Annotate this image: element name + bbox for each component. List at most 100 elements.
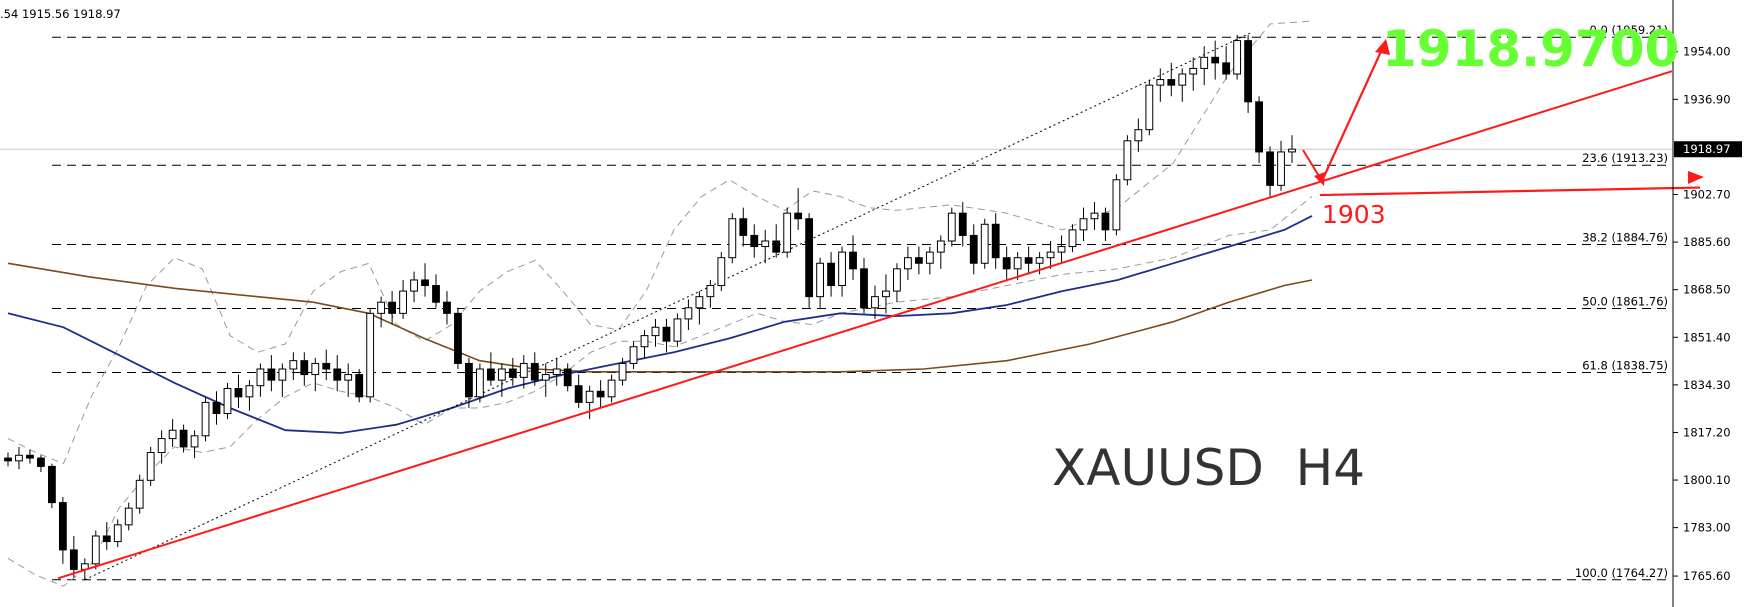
candle-body (629, 346, 638, 364)
candle-body (212, 401, 221, 415)
candle-body (980, 223, 989, 264)
candle (1112, 174, 1121, 236)
candle-body (728, 218, 737, 259)
candle (355, 369, 364, 403)
candle-body (124, 507, 133, 526)
candle-body (969, 234, 978, 264)
ma-brown-line (7, 262, 1313, 373)
candle-body (201, 401, 210, 437)
candle (289, 352, 298, 381)
candle (15, 446, 23, 470)
fib-level-label: 0.0 (1959.21) (1590, 23, 1668, 37)
candle (410, 271, 418, 303)
candle (936, 235, 945, 269)
candle (4, 452, 12, 467)
target-price-label: 1918.9700 (1382, 20, 1679, 78)
candle-body (300, 360, 309, 376)
candle-body (4, 457, 12, 462)
candle (914, 246, 923, 275)
candle-body (443, 301, 451, 314)
candle (618, 357, 627, 386)
candle-body (1112, 179, 1121, 231)
candle-body (640, 335, 649, 348)
candle (256, 363, 265, 397)
candle (1233, 35, 1242, 80)
moving-averages (7, 215, 1313, 434)
candle-body (432, 285, 440, 303)
arrow-head (1688, 171, 1704, 184)
candle-body (1233, 40, 1242, 75)
candle-body (1244, 40, 1253, 103)
candlesticks (4, 35, 1296, 581)
candle (728, 213, 737, 264)
candle-body (234, 387, 243, 398)
price-tick-label: 1885.60 (1683, 235, 1731, 249)
candle (432, 274, 440, 308)
candle-body (805, 218, 814, 298)
candle (827, 252, 835, 297)
candle-body (882, 290, 890, 298)
candle (168, 419, 177, 447)
candle-body (69, 549, 78, 570)
candle-body (1156, 79, 1165, 86)
candle-body (1288, 148, 1296, 153)
candle (925, 246, 934, 275)
candle-body (508, 368, 517, 378)
candle-body (1200, 56, 1209, 69)
candle-body (168, 429, 177, 440)
candle-body (1046, 251, 1055, 259)
candle (519, 355, 528, 389)
candle (860, 257, 868, 314)
candle (102, 522, 111, 550)
candle (662, 318, 671, 353)
candle (465, 357, 473, 408)
candle (1134, 118, 1143, 152)
candle (1178, 68, 1187, 102)
candle-body (465, 362, 473, 398)
candle-body (1024, 257, 1033, 264)
candle-body (278, 368, 287, 381)
candle-body (1013, 257, 1022, 270)
candle (794, 188, 803, 230)
candle (1090, 202, 1099, 230)
candle-body (1277, 151, 1285, 186)
candle-body (530, 362, 539, 381)
candle (1277, 140, 1285, 191)
candle (849, 235, 857, 280)
candle-body (1222, 62, 1231, 75)
candle (157, 430, 166, 464)
candle (596, 380, 605, 408)
candle (333, 355, 342, 392)
candle (267, 355, 276, 392)
candle (366, 307, 375, 403)
candle-body (377, 301, 386, 314)
candle (179, 424, 188, 453)
price-tick-label: 1936.90 (1683, 92, 1731, 106)
candle-body (914, 257, 923, 264)
candle-body (541, 374, 550, 381)
candle (212, 391, 221, 425)
candle-body (1134, 129, 1143, 142)
candle-body (1266, 151, 1274, 186)
candle-body (794, 212, 803, 220)
arrow-head (1314, 172, 1325, 186)
candle (497, 363, 506, 397)
candle-body (684, 307, 693, 320)
candle (1057, 235, 1066, 264)
candle (322, 349, 331, 381)
candle-body (1145, 84, 1154, 131)
candle (1255, 96, 1263, 164)
candle-body (695, 296, 704, 309)
candle-body (849, 251, 857, 270)
candle (1222, 46, 1231, 80)
candle (91, 530, 100, 570)
candle-body (344, 374, 353, 381)
candle (893, 263, 901, 303)
price-tick-label: 1902.70 (1683, 188, 1731, 202)
candle-body (267, 368, 276, 381)
candle (838, 246, 846, 297)
candle (135, 474, 144, 514)
candle-body (388, 301, 397, 314)
candle (772, 224, 781, 258)
